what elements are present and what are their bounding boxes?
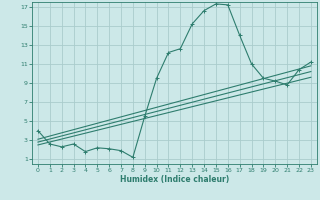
X-axis label: Humidex (Indice chaleur): Humidex (Indice chaleur) — [120, 175, 229, 184]
